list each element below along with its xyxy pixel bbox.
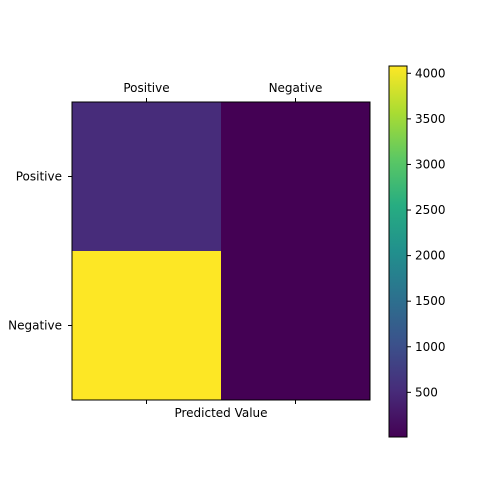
colorbar-tick-label: 3000	[415, 157, 446, 171]
x-axis-ticks: Positive Negative	[123, 81, 322, 404]
colorbar-tick-label: 4000	[415, 66, 446, 80]
x-tick-label: Negative	[269, 81, 323, 95]
y-tick-label: Positive	[16, 170, 62, 184]
colorbar-frame	[388, 65, 408, 438]
heatmap-cell	[72, 251, 222, 401]
y-axis-ticks: Positive Negative	[8, 170, 72, 333]
colorbar-tick-label: 3500	[415, 112, 446, 126]
colorbar-tick-label: 500	[415, 385, 438, 399]
heatmap-cell	[221, 251, 371, 401]
heatmap-cells	[72, 102, 371, 401]
heatmap-cell	[221, 102, 371, 252]
colorbar-tick-label: 1500	[415, 294, 446, 308]
plot-frame	[71, 101, 371, 401]
colorbar-tick-label: 1000	[415, 340, 446, 354]
colorbar-tick-label: 2500	[415, 203, 446, 217]
heatmap-cell	[72, 102, 222, 252]
colorbar-tick-label: 2000	[415, 249, 446, 263]
colorbar	[389, 66, 407, 437]
y-tick-label: Negative	[8, 319, 62, 333]
x-tick-label: Positive	[123, 81, 169, 95]
x-axis-label: Predicted Value	[174, 406, 267, 420]
colorbar-ticks: 500 1000 1500 2000 2500 3000 3500 4000	[407, 66, 446, 399]
